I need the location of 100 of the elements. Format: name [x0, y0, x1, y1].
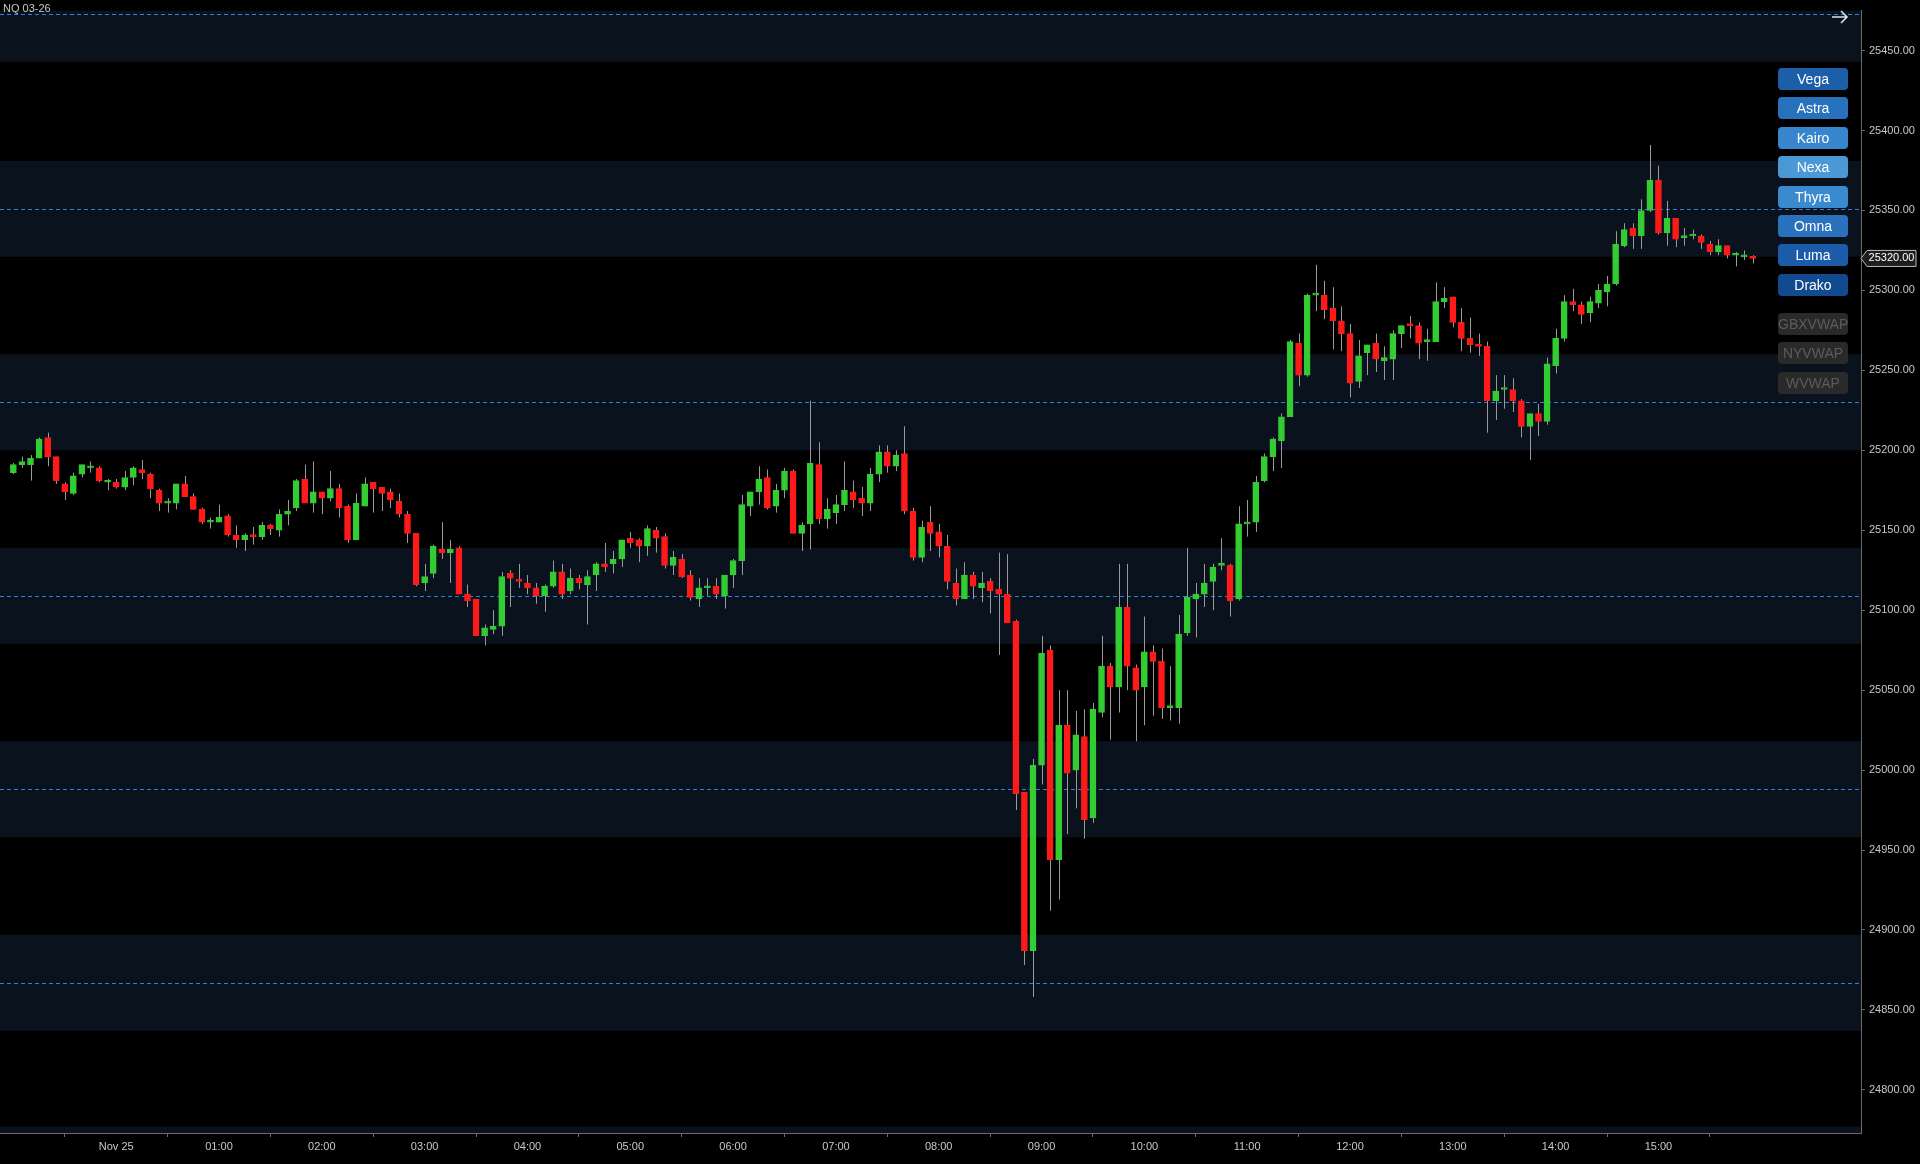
candlestick [601, 542, 608, 573]
candlestick [70, 472, 77, 496]
candlestick [52, 456, 60, 485]
x-tick-label: 14:00 [1541, 1139, 1570, 1152]
candlestick [224, 513, 231, 538]
annotation: Thyra [1778, 185, 1848, 208]
candlestick [1595, 283, 1602, 309]
candlestick [1578, 301, 1585, 325]
x-tick-label: 15:00 [1644, 1139, 1673, 1152]
annotation: Drako [1778, 273, 1848, 296]
candlestick [1492, 374, 1499, 421]
candlestick [309, 460, 317, 514]
candlestick [1312, 264, 1320, 312]
candlestick [1535, 403, 1542, 437]
candlestick [961, 561, 968, 600]
candlestick [686, 569, 694, 602]
y-tick-label: 25150.00 [1869, 523, 1915, 536]
candlestick [566, 568, 574, 595]
y-tick-label: 25450.00 [1869, 43, 1915, 56]
x-tick-label: 13:00 [1439, 1139, 1467, 1152]
candlestick [395, 492, 403, 518]
y-tick-label: 24850.00 [1869, 1002, 1915, 1015]
y-tick-label: 24950.00 [1869, 843, 1915, 856]
annotation: Kairo [1778, 126, 1848, 149]
text: 25320.00 [1868, 251, 1915, 264]
candlestick [558, 563, 566, 600]
y-tick-label: 25300.00 [1869, 283, 1915, 296]
candlestick [1415, 321, 1422, 360]
candlestick [1672, 217, 1679, 248]
x-tick-label: 08:00 [924, 1139, 953, 1152]
candlestick [181, 475, 189, 498]
candlestick [669, 550, 677, 576]
candlestick [652, 526, 660, 554]
candlestick [361, 476, 368, 507]
candlestick [1526, 413, 1534, 461]
y-tick-label: 25250.00 [1869, 363, 1915, 376]
x-tick-label: 07:00 [822, 1139, 850, 1152]
x-tick-label: 03:00 [410, 1139, 439, 1152]
candlestick [841, 460, 848, 512]
candlestick [755, 465, 763, 506]
candlestick [44, 432, 51, 467]
candlestick [1218, 537, 1225, 571]
candlestick [147, 472, 154, 499]
candlestick [1363, 344, 1371, 376]
candlestick [27, 454, 34, 482]
x-tick-label: 09:00 [1027, 1139, 1056, 1152]
candlestick [438, 521, 446, 560]
candlestick [1500, 374, 1508, 410]
y-tick-label: 25400.00 [1869, 123, 1915, 136]
candlestick [1475, 333, 1482, 357]
candlestick [121, 470, 129, 491]
chart-title: NQ 03-26 [3, 2, 51, 14]
candlestick [515, 563, 523, 589]
candlestick [506, 569, 514, 608]
candlestick [1458, 307, 1465, 352]
candlestick [824, 497, 831, 530]
candlestick [481, 624, 488, 646]
annotation: Astra [1778, 97, 1848, 120]
annotation: Nexa [1778, 156, 1848, 179]
x-tick-label: 10:00 [1130, 1139, 1159, 1152]
x-tick-label: 11:00 [1233, 1139, 1261, 1152]
annotation: Vega [1778, 68, 1848, 90]
x-tick-label: 12:00 [1336, 1139, 1364, 1152]
y-tick-label: 25100.00 [1869, 603, 1915, 616]
candlestick [301, 464, 309, 504]
annotation: Omna [1778, 215, 1848, 237]
x-tick-label: 06:00 [719, 1139, 747, 1152]
candlestick [1201, 563, 1208, 608]
candlestick [489, 609, 497, 635]
candlestick [541, 584, 548, 613]
candlestick [1440, 286, 1448, 309]
candlestick [1132, 664, 1140, 742]
candlestick [129, 465, 137, 486]
candlestick [1192, 582, 1200, 638]
candlestick [378, 486, 386, 512]
candlestick [1320, 280, 1328, 320]
candlestick [1166, 665, 1174, 721]
candlestick [635, 537, 643, 563]
candlestick [712, 577, 720, 600]
candlestick [1372, 333, 1380, 373]
y-tick-label: 25000.00 [1869, 763, 1915, 776]
candlestick [875, 444, 883, 483]
candlestick [721, 574, 728, 610]
candlestick [1278, 413, 1285, 469]
candlestick [532, 582, 540, 605]
x-tick-label: 01:00 [205, 1139, 233, 1152]
candlestick [798, 521, 805, 552]
candlestick [1260, 452, 1268, 483]
candlestick [284, 499, 291, 526]
candlestick [421, 563, 428, 592]
candlestick [1338, 305, 1345, 352]
candlestick [781, 467, 788, 499]
candlestick [1149, 644, 1157, 717]
candlestick [858, 486, 865, 517]
x-tick-label: 05:00 [616, 1139, 645, 1152]
candlestick [584, 569, 591, 626]
y-tick-label: 25050.00 [1869, 683, 1915, 696]
candlestick [935, 523, 943, 558]
candlestick [618, 539, 626, 568]
candlestick [404, 510, 411, 544]
